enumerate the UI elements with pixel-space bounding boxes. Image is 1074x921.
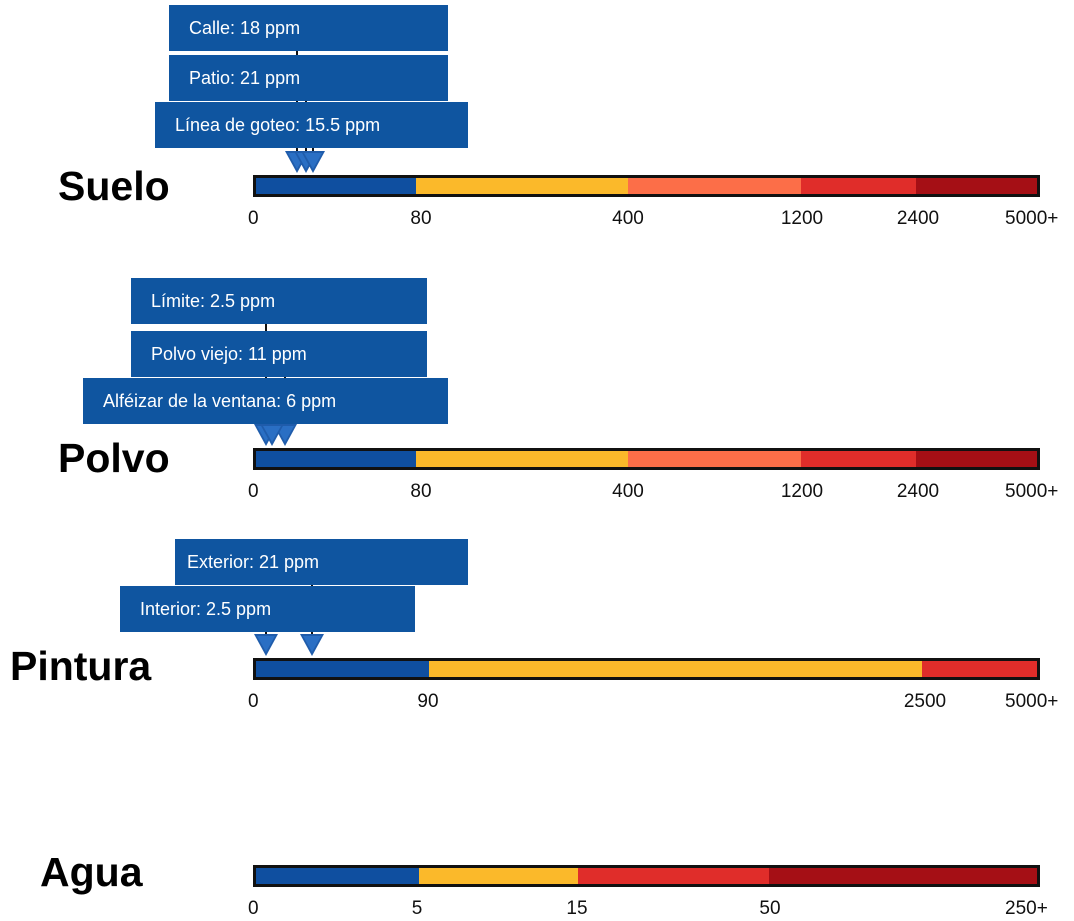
- scale-segment: [915, 451, 1037, 467]
- tick-label: 250+: [1005, 898, 1048, 919]
- chart-title: Suelo: [58, 163, 170, 209]
- marker-label: Calle: 18 ppm: [169, 5, 448, 51]
- tick-label: 400: [612, 208, 644, 229]
- scale-segment: [800, 178, 916, 194]
- tick-label: 5000+: [1005, 691, 1059, 712]
- scale-segment: [415, 451, 629, 467]
- chart-title: Pintura: [10, 643, 152, 689]
- tick-label: 0: [248, 481, 259, 502]
- marker-arrow: [300, 634, 324, 656]
- scale-segment: [256, 178, 416, 194]
- scale-segment: [628, 178, 801, 194]
- scale-segment: [921, 661, 1037, 677]
- scale-segment: [769, 868, 1037, 884]
- marker-label: Línea de goteo: 15.5 ppm: [155, 102, 468, 148]
- scale-segment: [577, 868, 770, 884]
- tick-label: 80: [410, 208, 432, 229]
- chart-title: Agua: [40, 849, 143, 895]
- scale-segment: [800, 451, 916, 467]
- marker-label: Interior: 2.5 ppm: [120, 586, 415, 632]
- marker-label: Exterior: 21 ppm: [175, 539, 468, 585]
- tick-label: 90: [417, 691, 439, 712]
- marker-label: Patio: 21 ppm: [169, 55, 448, 101]
- scale-bar: [253, 658, 1040, 680]
- tick-label: 400: [612, 481, 644, 502]
- marker-arrow: [260, 424, 284, 446]
- tick-label: 80: [410, 481, 432, 502]
- tick-label: 50: [759, 898, 781, 919]
- marker-label: Alféizar de la ventana: 6 ppm: [83, 378, 448, 424]
- marker-label: Polvo viejo: 11 ppm: [131, 331, 427, 377]
- scale-segment: [915, 178, 1037, 194]
- scale-segment: [256, 661, 429, 677]
- scale-bar: [253, 448, 1040, 470]
- marker-arrow: [254, 634, 278, 656]
- tick-label: 2400: [896, 481, 940, 502]
- tick-label: 1200: [780, 481, 824, 502]
- scale-bar: [253, 175, 1040, 197]
- tick-label: 5000+: [1005, 481, 1059, 502]
- scale-segment: [428, 661, 922, 677]
- tick-label: 0: [248, 208, 259, 229]
- scale-segment: [418, 868, 578, 884]
- marker-label: Límite: 2.5 ppm: [131, 278, 427, 324]
- tick-label: 1200: [780, 208, 824, 229]
- scale-bar: [253, 865, 1040, 887]
- tick-label: 2500: [903, 691, 947, 712]
- tick-label: 0: [248, 898, 259, 919]
- marker-arrow: [301, 151, 325, 173]
- scale-segment: [256, 868, 419, 884]
- chart-title: Polvo: [58, 435, 170, 481]
- scale-segment: [256, 451, 416, 467]
- tick-label: 2400: [896, 208, 940, 229]
- tick-label: 5: [411, 898, 423, 919]
- scale-segment: [415, 178, 629, 194]
- tick-label: 0: [248, 691, 259, 712]
- tick-label: 5000+: [1005, 208, 1059, 229]
- tick-label: 15: [566, 898, 588, 919]
- scale-segment: [628, 451, 801, 467]
